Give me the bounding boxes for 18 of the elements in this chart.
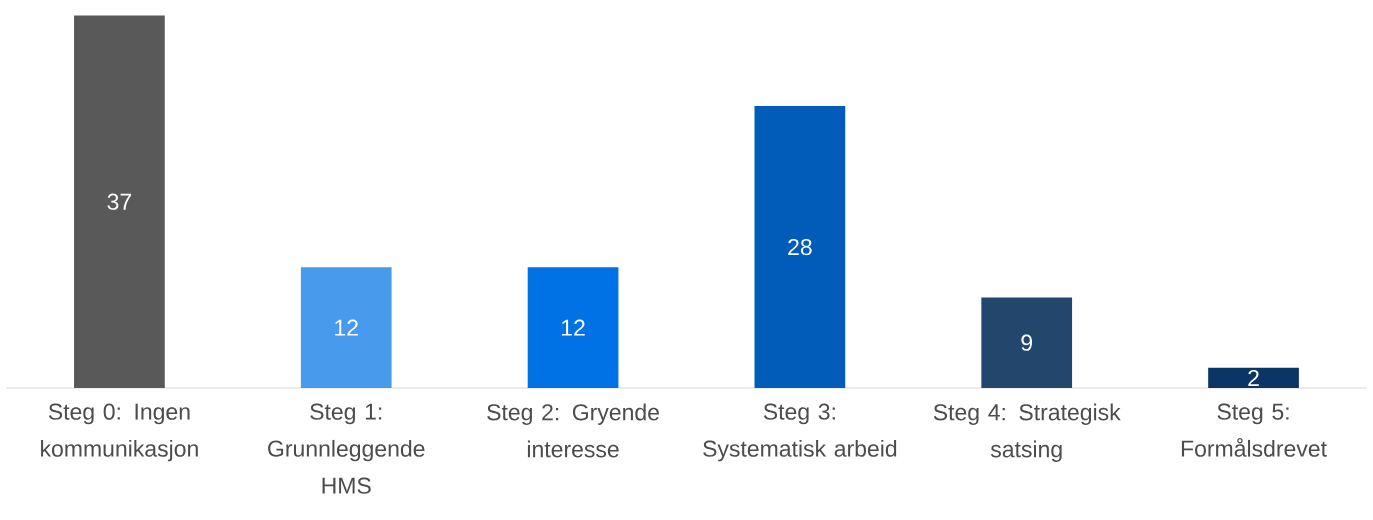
bar: [74, 15, 165, 388]
x-tick-label: Steg 1: Grunnleggende HMS: [268, 403, 425, 494]
data-label: 37: [107, 193, 132, 210]
bar: [527, 267, 619, 388]
bar: [300, 267, 392, 388]
data-label: 2: [1248, 369, 1259, 386]
x-tick-label: Steg 3: Systematisk arbeid: [703, 403, 897, 462]
x-tick-label: Steg 2: Gryende interesse: [487, 403, 659, 458]
bar: [1208, 367, 1299, 388]
data-label: 12: [562, 319, 585, 336]
x-tick-label: Steg 4: Strategisk satsing: [933, 403, 1121, 462]
bar: [754, 106, 846, 388]
data-label: 28: [788, 238, 812, 256]
data-label: 9: [1021, 334, 1033, 351]
x-tick-label: Steg 5: Formålsdrevet: [1181, 403, 1327, 457]
x-tick-label: Steg 0: Ingen kommunikasjon: [41, 403, 198, 462]
bar: [981, 297, 1073, 388]
data-label: 12: [335, 319, 358, 336]
